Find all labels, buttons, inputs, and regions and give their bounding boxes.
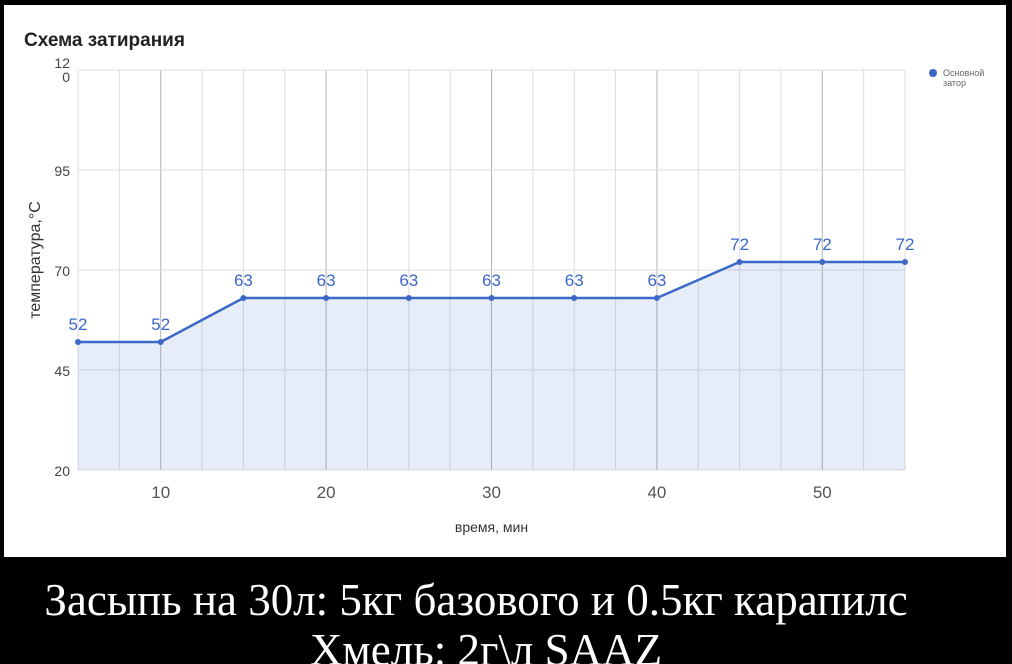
x-tick-label: 50 (813, 483, 832, 502)
y-tick-label: 70 (54, 263, 70, 279)
y-tick-label: 45 (54, 363, 70, 379)
mash-schedule-chart: 20 45 70 95 12 0 10 20 30 40 50 время, мин температу… (27, 55, 984, 535)
y-tick-label: 12 0 (54, 55, 70, 85)
y-tick-label-line: 0 (62, 69, 70, 85)
y-tick-label: 95 (54, 163, 70, 179)
chart-title: Схема затирания (24, 30, 185, 51)
x-tick-label: 10 (151, 483, 170, 502)
caption-hops: Хмель: 2г\л SAAZ (309, 625, 663, 664)
data-label: 72 (730, 235, 749, 254)
legend-label: Основной затор (943, 68, 984, 88)
data-point (240, 295, 247, 301)
legend-label-line: Основной (943, 68, 984, 78)
data-label: 72 (813, 235, 832, 254)
data-point (571, 295, 578, 301)
caption-grain-bill: Засыпь на 30л: 5кг базового и 0.5кг кара… (44, 575, 908, 625)
data-label: 52 (151, 315, 170, 334)
y-tick-label-line: 12 (54, 55, 70, 71)
y-tick-label: 20 (54, 463, 70, 479)
data-label: 63 (565, 271, 584, 290)
data-label: 63 (647, 271, 666, 290)
y-axis-title: температура,°C (27, 201, 44, 319)
data-label: 63 (482, 271, 501, 290)
data-point (323, 295, 330, 301)
series-area (78, 262, 905, 470)
data-label: 63 (234, 271, 253, 290)
data-label: 63 (317, 271, 336, 290)
legend-marker (929, 69, 937, 77)
data-point (75, 339, 81, 345)
chart-panel (4, 5, 1006, 557)
data-label: 72 (896, 235, 915, 254)
data-point (736, 259, 743, 265)
data-label: 52 (69, 315, 88, 334)
data-point (902, 259, 908, 265)
data-point (405, 295, 412, 301)
data-point (157, 339, 164, 345)
x-tick-label: 30 (482, 483, 501, 502)
legend-label-line: затор (943, 78, 966, 88)
data-point (488, 295, 495, 301)
x-axis-title: время, мин (455, 519, 528, 535)
x-tick-label: 40 (647, 483, 666, 502)
data-point (653, 295, 660, 301)
data-point (819, 259, 826, 265)
x-tick-label: 20 (317, 483, 336, 502)
data-label: 63 (399, 271, 418, 290)
